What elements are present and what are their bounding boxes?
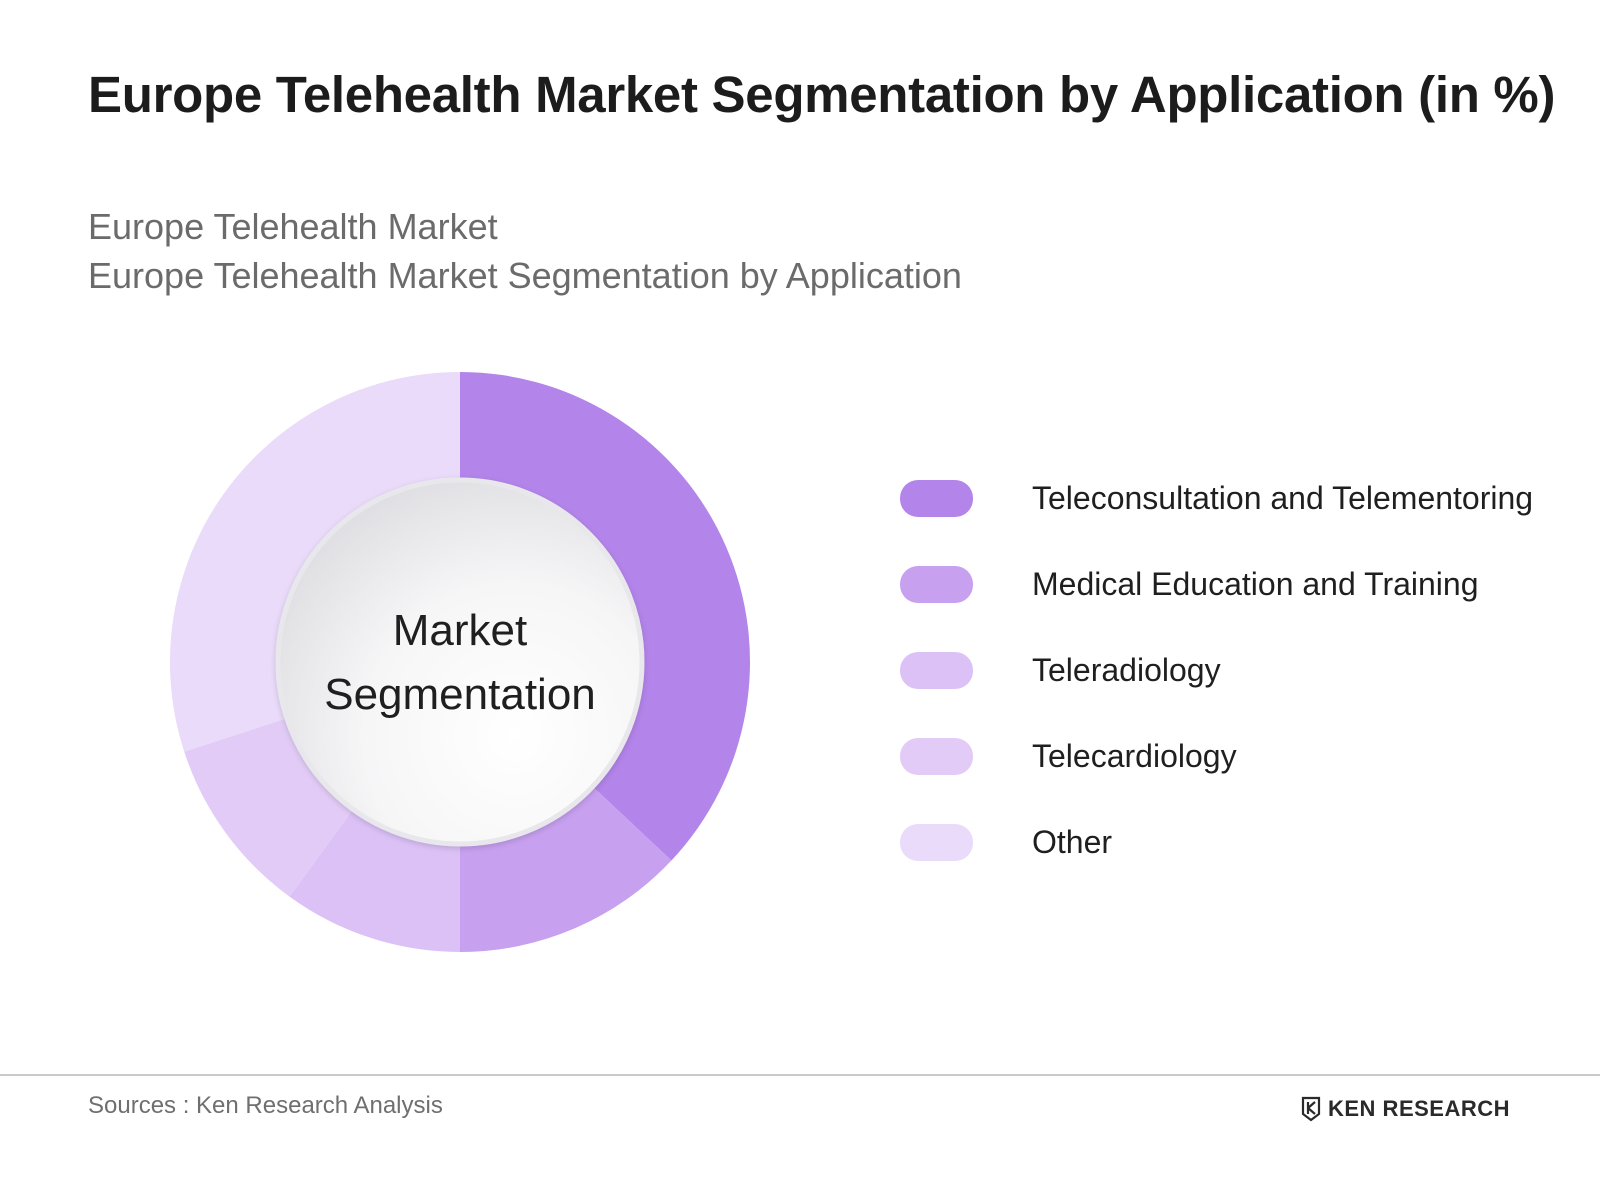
legend-label: Other (1032, 824, 1113, 860)
logo-text: KEN RESEARCH (1328, 1096, 1511, 1121)
center-label-line-1: Market (393, 606, 527, 655)
chart-legend: Teleconsultation and Telementoring Medic… (900, 480, 1580, 910)
legend-item: Teleconsultation and Telementoring (900, 480, 1580, 566)
source-note: Sources : Ken Research Analysis (88, 1092, 443, 1119)
chart-title: Europe Telehealth Market Segmentation by… (88, 66, 1556, 123)
legend-item: Telecardiology (900, 738, 1580, 824)
legend-label: Medical Education and Training (1032, 566, 1479, 602)
legend-label: Telecardiology (1032, 738, 1237, 774)
chart-subtitle: Europe Telehealth Market Europe Teleheal… (88, 202, 962, 300)
donut-slice-other (169, 372, 460, 752)
legend-swatch (900, 652, 973, 689)
legend-item: Other (900, 824, 1580, 910)
company-logo: KEN RESEARCH (1300, 1093, 1510, 1125)
center-label-line-2: Segmentation (324, 670, 596, 719)
legend-swatch (900, 824, 973, 861)
legend-swatch (900, 738, 973, 775)
ken-research-logo-icon (1301, 1096, 1321, 1122)
footer-divider (0, 1074, 1600, 1076)
legend-label: Teleconsultation and Telementoring (1032, 480, 1534, 516)
donut-slice-teleradiology (289, 809, 460, 952)
legend-label: Teleradiology (1032, 652, 1221, 688)
donut-center (275, 477, 645, 847)
legend-item: Teleradiology (900, 652, 1580, 738)
donut-chart: Market Segmentation (169, 372, 750, 952)
donut-slice-telecardiology (184, 718, 354, 897)
subtitle-line-1: Europe Telehealth Market (88, 206, 498, 247)
legend-swatch (900, 480, 973, 517)
subtitle-line-2: Europe Telehealth Market Segmentation by… (88, 255, 962, 296)
legend-item: Medical Education and Training (900, 566, 1580, 652)
donut-slice-medical-education-and-training (460, 786, 672, 952)
legend-swatch (900, 566, 973, 603)
